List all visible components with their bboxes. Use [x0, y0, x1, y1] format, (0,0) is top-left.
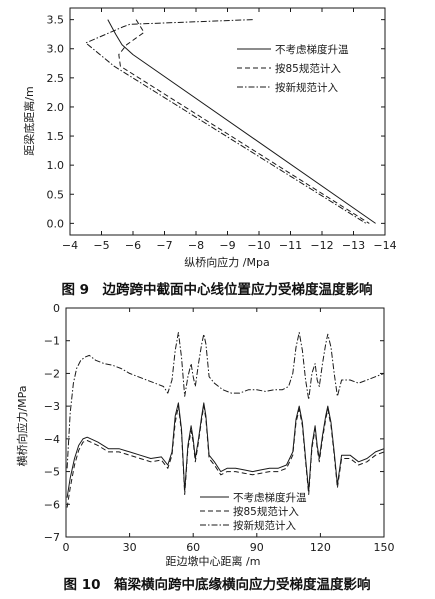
fig9-plot-frame — [69, 7, 386, 236]
fig10-plot-frame — [65, 307, 385, 538]
fig10-y-tick-label: −4 — [44, 433, 60, 446]
fig9-caption: 图 9 边跨跨中截面中心线位置应力受梯度温度影响 — [61, 281, 372, 298]
fig9-y-tick-label: 0.0 — [47, 217, 65, 230]
fig9-y-tick-label: 2.5 — [47, 72, 65, 85]
fig9-y-tick-label: 1.0 — [47, 159, 65, 172]
fig9-series-line-2 — [118, 19, 370, 224]
fig9-x-tick-label: −12 — [310, 239, 333, 252]
fig10-series-line-1 — [66, 402, 385, 498]
fig9-y-axis-label: 距梁底距离/m — [22, 86, 36, 155]
fig9-x-tick-label: −14 — [373, 239, 396, 252]
fig10-series-line-2 — [66, 405, 385, 508]
figure9-chart: −4 −5 −6 −7 −8 −9 −10 −11 −12 −13 −14 0.0 0.5 1.0 1.5 2… — [22, 7, 397, 269]
fig9-x-tick-label: −4 — [62, 239, 78, 252]
fig10-y-tick-label: −1 — [44, 335, 60, 348]
fig9-y-tick-label: 3.5 — [47, 14, 65, 27]
fig10-y-tick-label: −3 — [44, 400, 60, 413]
fig10-series-line-3 — [66, 332, 385, 469]
fig10-ticks: 0 30 60 90 120 150 0 −1 −2 −3 −4 −5 −6 −7 — [44, 302, 395, 554]
fig10-x-tick-label: 60 — [186, 541, 200, 554]
fig9-y-tick-label: 0.5 — [47, 188, 65, 201]
fig9-y-tick-label: 1.5 — [47, 130, 65, 143]
fig9-x-tick-label: −7 — [156, 239, 172, 252]
fig9-x-tick-label: −10 — [247, 239, 270, 252]
fig9-x-tick-label: −8 — [188, 239, 204, 252]
fig10-series — [66, 332, 385, 508]
fig9-x-axis-label: 纵桥向应力 /Mpa — [184, 255, 269, 269]
fig9-series — [85, 19, 376, 224]
fig9-legend-label-3: 按新规范计入 — [275, 81, 338, 94]
fig10-legend-label-2: 按85规范计入 — [233, 505, 299, 518]
fig10-y-tick-label: −6 — [44, 498, 60, 511]
fig10-x-axis-label: 距边墩中心距离 /m — [166, 554, 261, 568]
fig9-x-tick-label: −13 — [342, 239, 365, 252]
fig10-y-tick-label: 0 — [53, 302, 60, 315]
fig9-series-line-3 — [85, 19, 367, 224]
fig10-caption: 图 10 箱梁横向跨中底缘横向应力受梯度温度影响 — [64, 576, 371, 593]
fig10-y-axis-label: 横桥向应力/MPa — [15, 385, 29, 466]
fig10-legend: 不考虑梯度升温 按85规范计入 按新规范计入 — [200, 491, 307, 532]
fig10-x-tick-label: 0 — [63, 541, 70, 554]
fig10-y-tick-label: −7 — [44, 531, 60, 544]
fig10-y-tick-label: −2 — [44, 367, 60, 380]
fig10-x-tick-label: 90 — [250, 541, 264, 554]
fig9-legend-label-1: 不考虑梯度升温 — [275, 43, 349, 56]
fig9-legend-label-2: 按85规范计入 — [275, 62, 341, 75]
fig10-x-tick-label: 150 — [374, 541, 395, 554]
fig9-y-tick-label: 3.0 — [47, 43, 65, 56]
fig10-x-tick-label: 30 — [123, 541, 137, 554]
fig9-y-tick-label: 2.0 — [47, 101, 65, 114]
fig10-x-tick-label: 120 — [310, 541, 331, 554]
fig9-series-line-1 — [107, 19, 376, 224]
fig10-legend-label-1: 不考虑梯度升温 — [233, 491, 307, 504]
fig10-y-tick-label: −5 — [44, 466, 60, 479]
fig9-legend: 不考虑梯度升温 按85规范计入 按新规范计入 — [237, 43, 349, 94]
fig9-x-tick-label: −6 — [125, 239, 141, 252]
fig9-x-tick-label: −9 — [219, 239, 235, 252]
fig9-ticks: −4 −5 −6 −7 −8 −9 −10 −11 −12 −13 −14 0.0 0.5 1.0 1.5 2… — [47, 8, 397, 252]
fig10-legend-label-3: 按新规范计入 — [233, 519, 296, 532]
fig9-x-tick-label: −5 — [93, 239, 109, 252]
fig9-x-tick-label: −11 — [279, 239, 302, 252]
